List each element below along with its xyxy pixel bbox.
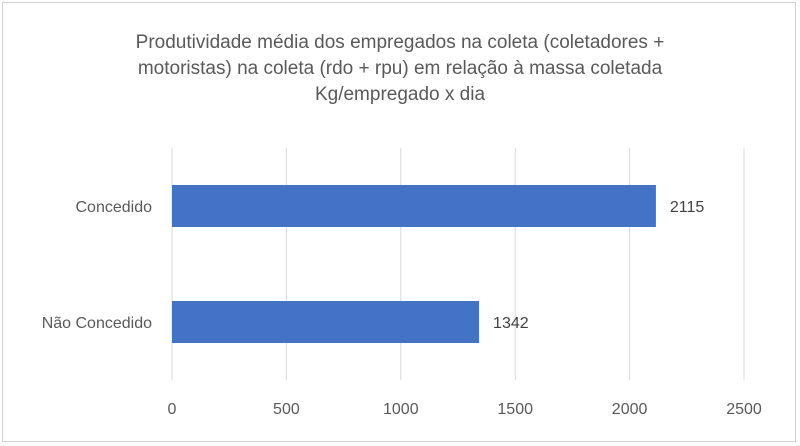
x-tick-label-0: 0 xyxy=(168,401,177,418)
data-label-n-o-concedido: 1342 xyxy=(493,315,529,332)
x-tick-label-2500: 2500 xyxy=(726,401,762,418)
chart-title: Produtividade média dos empregados na co… xyxy=(0,30,800,108)
bar-n-o-concedido xyxy=(172,301,480,343)
x-tick-label-1000: 1000 xyxy=(383,401,419,418)
chart-title-line-1: Produtividade média dos empregados na co… xyxy=(135,32,665,53)
bar-concedido xyxy=(172,185,656,227)
category-label-concedido: Concedido xyxy=(76,199,153,216)
chart-title-line-2: motoristas) na coleta (rdo + rpu) em rel… xyxy=(137,58,663,79)
x-tick-label-1500: 1500 xyxy=(497,401,533,418)
chart-title-line-3: Kg/empregado x dia xyxy=(314,84,486,105)
x-tick-label-500: 500 xyxy=(273,401,300,418)
x-tick-label-2000: 2000 xyxy=(612,401,648,418)
data-label-concedido: 2115 xyxy=(670,199,705,216)
category-label-n-o-concedido: Não Concedido xyxy=(42,315,152,332)
